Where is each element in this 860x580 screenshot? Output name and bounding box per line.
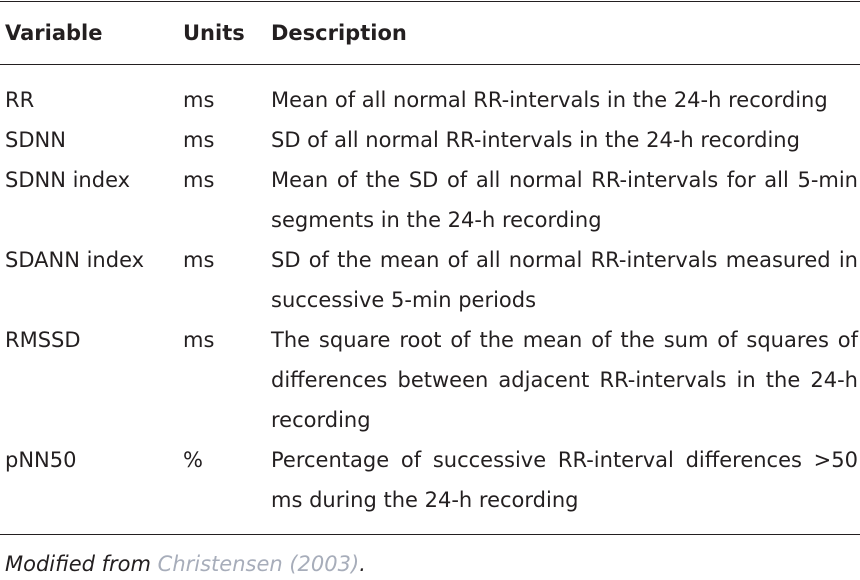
table-cell: ms [183,328,215,352]
header-cell: Description [271,21,407,45]
table-cell: SDNN index [5,168,131,192]
table-row: RR ms Mean of all normal RR-intervals in t… [0,80,860,120]
citation-link[interactable]: Christensen (2003) [157,552,360,576]
table-cell: SD of all normal RR-intervals in the 24-… [271,128,800,152]
table-row: pNN50% Percentage of successive RR-interv… [0,440,860,520]
table-cell: RR [5,88,35,112]
table: Variable Units Description RR ms Mean of all… [0,1,860,535]
table-row: RMSSD ms The square root of the mean of th… [0,320,860,440]
table-cell: SDANN index [5,248,145,272]
footnote-text: . [359,552,366,576]
table-body: RR ms Mean of all normal RR-intervals in t… [0,80,860,534]
table-cell: RMSSD [5,328,81,352]
footnote: Modified from Christensen (2003). [5,552,366,576]
table-cell: pNN50 [5,448,77,472]
table-cell: Mean of the SD of all normal RR-interval… [271,168,858,232]
table-cell: SDNN [5,128,66,152]
table-cell: ms [183,128,215,152]
table-cell: Percentage of successive RR-interval dif… [271,448,858,512]
header-row: Variable Units Description [0,2,860,65]
footnote-text: Modified from [5,552,151,576]
table-row: SDNN ms SD of all normal RR-intervals in t… [0,120,860,160]
table-cell: ms [183,248,215,272]
table-cell: ms [183,168,215,192]
table-cell: SD of the mean of all normal RR-interval… [271,248,858,312]
table-cell: ms [183,88,215,112]
table-cell: The square root of the mean of the sum o… [271,328,858,432]
table-cell: % [183,448,203,472]
table-row: SDANN index ms SD of the mean of all norma… [0,240,860,320]
header-cell: Variable [5,21,103,45]
table-cell: Mean of all normal RR-intervals in the 2… [271,88,828,112]
table-row: SDNN index ms Mean of the SD of all normal… [0,160,860,240]
header-cell: Units [183,21,245,45]
